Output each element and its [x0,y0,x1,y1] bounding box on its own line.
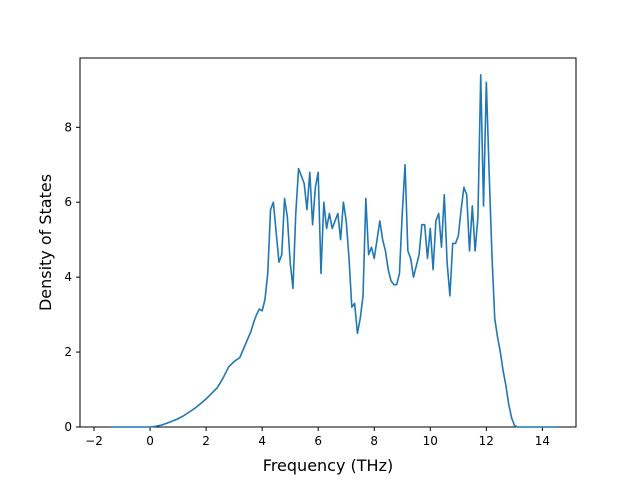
x-axis-label: Frequency (THz) [263,456,393,475]
x-tick-label: 12 [479,434,494,448]
y-axis: 0 2 4 6 8 [64,120,80,434]
x-tick-label: 2 [202,434,210,448]
x-tick-label: −2 [85,434,103,448]
x-tick-label: 4 [258,434,266,448]
plot-frame [79,57,577,428]
y-tick-label: 8 [64,120,72,134]
x-tick-label: 6 [314,434,322,448]
x-axis: −2 0 2 4 6 8 10 12 14 [85,427,550,448]
x-tick-label: 8 [370,434,378,448]
y-tick-label: 4 [64,270,72,284]
y-axis-label: Density of States [36,174,55,311]
x-tick-label: 14 [535,434,550,448]
y-tick-label: 6 [64,195,72,209]
x-tick-label: 10 [423,434,438,448]
x-tick-label: 0 [146,434,154,448]
dos-series-line [110,74,557,428]
y-tick-label: 0 [64,420,72,434]
y-tick-label: 2 [64,345,72,359]
